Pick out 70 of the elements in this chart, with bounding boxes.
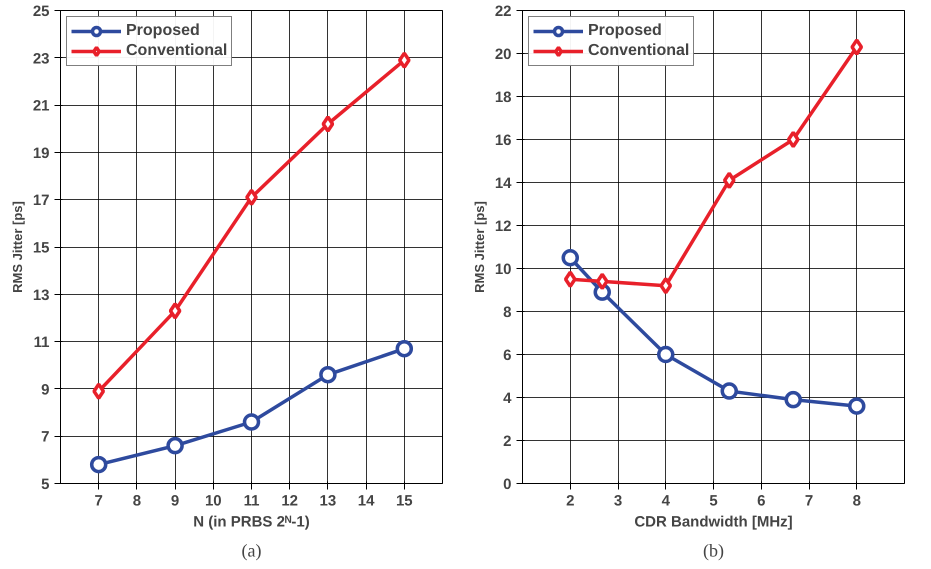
x-tick-label: 11 <box>244 492 260 510</box>
x-tick-label: 10 <box>204 492 222 510</box>
x-tick-label: 7 <box>804 492 814 510</box>
legend-label: Conventional <box>126 42 228 60</box>
point <box>657 346 674 364</box>
point <box>659 276 672 294</box>
point <box>784 390 802 408</box>
text: (b) <box>703 540 724 560</box>
point <box>396 340 414 358</box>
point <box>321 115 334 133</box>
point <box>398 51 411 69</box>
y-tick-label: 11 <box>34 334 50 352</box>
x-tick-label: 9 <box>170 492 180 510</box>
x-tick-label: 5 <box>709 492 718 510</box>
y-tick-label: 5 <box>41 476 50 493</box>
y-tick-label: 7 <box>41 428 50 446</box>
point <box>168 302 182 320</box>
x-tick-label: 3 <box>614 492 622 510</box>
y-tick-label: 8 <box>503 304 512 321</box>
point <box>319 366 337 384</box>
point <box>596 272 609 290</box>
point <box>245 188 258 206</box>
y-tick-label: 14 <box>494 175 512 192</box>
point <box>850 38 864 56</box>
legend-label: Proposed <box>588 22 662 40</box>
x-tick-label: 6 <box>757 492 766 510</box>
x-tick-label: 8 <box>132 492 142 510</box>
x-tick-label: 14 <box>358 492 376 510</box>
y-tick-label: 15 <box>32 240 50 256</box>
point <box>786 130 800 148</box>
point <box>92 382 106 400</box>
point <box>166 436 184 454</box>
y-tick-label: 22 <box>494 3 512 20</box>
y-tick-label: 12 <box>494 218 512 235</box>
y-tick-label: 21 <box>32 98 50 115</box>
x-tick-label: 12 <box>281 492 298 510</box>
y-tick-label: 6 <box>503 347 512 364</box>
x-axis-title: N (in PRBS 2ᴺ-1) <box>193 514 310 530</box>
x-tick-label: 2 <box>566 492 574 510</box>
y-tick-label: 16 <box>494 132 512 149</box>
y-tick-label: 13 <box>32 286 50 304</box>
y-tick-label: 9 <box>41 381 50 398</box>
point <box>720 382 738 400</box>
y-tick-label: 10 <box>494 261 512 278</box>
point <box>564 270 577 288</box>
y-axis-title: RMS Jitter [ps] <box>10 201 25 293</box>
point <box>722 172 736 190</box>
x-tick-label: 7 <box>94 492 103 510</box>
y-tick-label: 18 <box>494 89 512 106</box>
y-tick-label: 4 <box>503 390 512 407</box>
y-tick-label: 17 <box>32 192 50 210</box>
point <box>242 413 260 431</box>
text: (a) <box>242 540 262 560</box>
y-tick-label: 23 <box>32 50 50 68</box>
x-tick-label: 13 <box>320 492 336 510</box>
y-tick-label: 0 <box>503 476 512 493</box>
y-axis-title: RMS Jitter [ps] <box>472 201 487 293</box>
y-tick-label: 20 <box>494 46 512 63</box>
legend-label: Proposed <box>126 22 200 40</box>
y-tick-label: 19 <box>32 144 50 162</box>
point <box>848 397 866 415</box>
point <box>562 249 579 266</box>
legend-label: Conventional <box>588 42 690 60</box>
y-tick-label: 2 <box>503 433 512 450</box>
x-axis-title: CDR Bandwidth [MHz] <box>634 514 793 530</box>
x-tick-label: 4 <box>662 492 671 510</box>
point <box>90 456 108 474</box>
x-tick-label: 15 <box>396 492 413 510</box>
y-tick-label: 25 <box>32 3 50 20</box>
x-tick-label: 8 <box>852 492 861 510</box>
